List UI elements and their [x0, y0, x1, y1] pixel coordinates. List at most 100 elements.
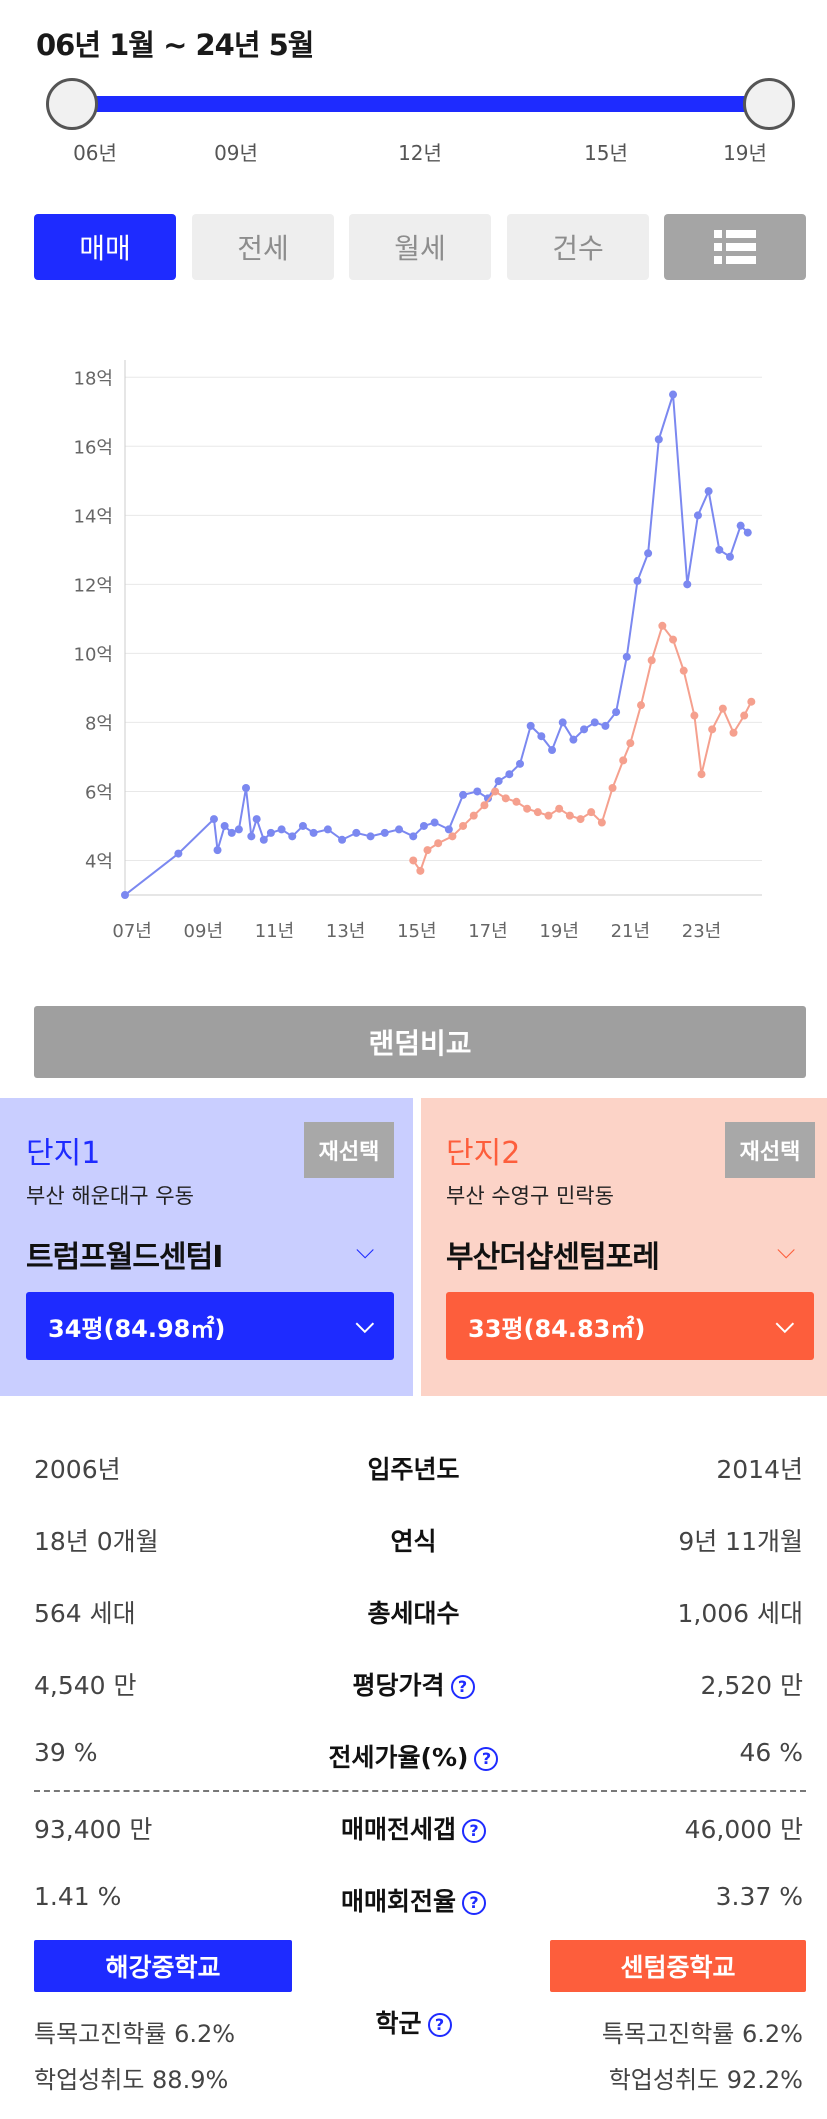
complex1-size-value: 34평(84.98㎡): [48, 1314, 226, 1343]
left-value: 93,400 만: [34, 1815, 153, 1844]
series-2-point: [416, 866, 425, 875]
series-1-point: [444, 825, 453, 834]
left-value: 39 %: [34, 1738, 98, 1767]
right-value: 46,000 만: [684, 1815, 803, 1844]
x-tick-label: 21년: [611, 921, 650, 942]
series-1-point: [252, 815, 261, 824]
series-2-point: [697, 770, 706, 779]
complex2-size-select[interactable]: 33평(84.83㎡) ⌵: [446, 1292, 814, 1360]
y-tick-label: 14억: [74, 506, 113, 527]
left-value: 564 세대: [34, 1599, 136, 1628]
series-1-point: [220, 821, 229, 830]
compare-row-move-in-year: 2006년 입주년도 2014년: [0, 1450, 827, 1500]
section-divider: [34, 1790, 806, 1792]
y-tick-label: 18억: [74, 368, 113, 389]
complex1-region: 부산 해운대구 우동: [26, 1184, 194, 1208]
series-1-point: [526, 721, 535, 730]
series-2-point: [729, 728, 738, 737]
complex1-reselect-button[interactable]: 재선택: [304, 1122, 394, 1178]
tab-sale[interactable]: 매매: [34, 214, 176, 280]
series-1-point: [601, 721, 610, 730]
right-value: 1,006 세대: [677, 1599, 803, 1628]
complex2-region: 부산 수영구 민락동: [446, 1184, 614, 1208]
random-compare-button[interactable]: 랜덤비교: [34, 1006, 806, 1078]
series-1-point: [419, 821, 428, 830]
y-tick-label: 8억: [85, 713, 113, 734]
tab-monthly-rent[interactable]: 월세: [349, 214, 491, 280]
complex1-school-button[interactable]: 해강중학교: [34, 1940, 292, 1992]
chevron-down-icon: ⌵: [355, 1310, 374, 1338]
row-label-wrap: 매매전세갭?: [0, 1810, 827, 1846]
series-1-point: [288, 832, 297, 841]
list-view-button[interactable]: [664, 214, 806, 280]
series-1-point: [569, 735, 578, 744]
y-tick-label: 10억: [74, 644, 113, 665]
series-2-point: [619, 756, 628, 765]
complex1-size-select[interactable]: 34평(84.98㎡) ⌵: [26, 1292, 394, 1360]
complex2-name-select[interactable]: 부산더샵센텀포레: [446, 1240, 660, 1275]
series-1-point: [247, 832, 256, 841]
slider-tick-15: 15년: [584, 141, 628, 165]
y-tick-label: 6억: [85, 782, 113, 803]
chevron-down-icon[interactable]: ⌵: [777, 1236, 796, 1264]
series-1-point: [736, 521, 745, 530]
complex1-title: 단지1: [26, 1136, 101, 1171]
tab-count[interactable]: 건수: [507, 214, 649, 280]
series-1-point: [277, 825, 286, 834]
complex2-panel: 단지2 재선택 부산 수영구 민락동 부산더샵센텀포레 ⌵ 33평(84.83㎡…: [421, 1098, 827, 1396]
chevron-down-icon[interactable]: ⌵: [356, 1236, 375, 1264]
x-tick-label: 19년: [539, 921, 578, 942]
series-1-point: [654, 435, 663, 444]
series-1-point: [473, 787, 482, 796]
y-tick-label: 4억: [85, 851, 113, 872]
series-1-point: [174, 849, 183, 858]
series-1-point: [483, 794, 492, 803]
tab-jeonse[interactable]: 전세: [192, 214, 334, 280]
compare-row-turnover: 1.41 % 매매회전율? 3.37 %: [0, 1882, 827, 1932]
series-1-point: [338, 835, 347, 844]
row-label: 학군: [375, 2009, 422, 2038]
period-slider-start-handle[interactable]: [46, 78, 98, 130]
slider-tick-09: 09년: [214, 141, 258, 165]
period-slider-end-handle[interactable]: [743, 78, 795, 130]
help-icon[interactable]: ?: [427, 2013, 452, 2037]
series-2-point: [637, 701, 646, 710]
series-1-point: [227, 828, 236, 837]
help-icon[interactable]: ?: [462, 1891, 486, 1915]
row-label: 입주년도: [367, 1455, 460, 1484]
compare-row-price-per-pyeong: 4,540 만 평당가격? 2,520 만: [0, 1666, 827, 1716]
series-1-point: [459, 790, 468, 799]
series-2-point: [480, 801, 489, 810]
series-2-point: [409, 856, 418, 865]
complex1-name-select[interactable]: 트럼프월드센텀I: [26, 1240, 223, 1275]
complex2-academic-score: 학업성취도 92.2%: [608, 2066, 803, 2094]
right-value: 2,520 만: [700, 1671, 803, 1700]
row-label: 매매전세갭: [340, 1815, 456, 1844]
row-label: 총세대수: [367, 1599, 460, 1628]
complex1-special-school-rate: 특목고진학률 6.2%: [34, 2020, 236, 2048]
series-2-point: [469, 811, 478, 820]
series-1-point: [644, 549, 653, 558]
complex2-reselect-button[interactable]: 재선택: [725, 1122, 815, 1178]
series-2-point: [491, 787, 500, 796]
right-value: 3.37 %: [715, 1882, 803, 1911]
period-label: 06년 1월 ~ 24년 5월: [36, 28, 314, 62]
series-1-point: [558, 718, 567, 727]
help-icon[interactable]: ?: [474, 1747, 499, 1771]
series-2-point: [434, 839, 443, 848]
complex2-school-button[interactable]: 센텀중학교: [550, 1940, 806, 1992]
row-label-wrap: 평당가격?: [0, 1666, 827, 1702]
series-2-point: [647, 656, 656, 665]
complex2-size-value: 33평(84.83㎡): [468, 1314, 646, 1343]
x-tick-label: 13년: [326, 921, 365, 942]
period-slider-track[interactable]: [72, 96, 770, 112]
right-value: 9년 11개월: [678, 1527, 803, 1556]
series-1-point: [234, 825, 243, 834]
compare-row-jeonse-ratio: 39 % 전세가율(%)? 46 %: [0, 1738, 827, 1788]
series-1-point: [323, 825, 332, 834]
help-icon[interactable]: ?: [450, 1675, 475, 1699]
help-icon[interactable]: ?: [462, 1819, 486, 1843]
left-value: 2006년: [34, 1455, 121, 1484]
series-2-point: [679, 666, 688, 675]
left-value: 1.41 %: [34, 1882, 122, 1911]
